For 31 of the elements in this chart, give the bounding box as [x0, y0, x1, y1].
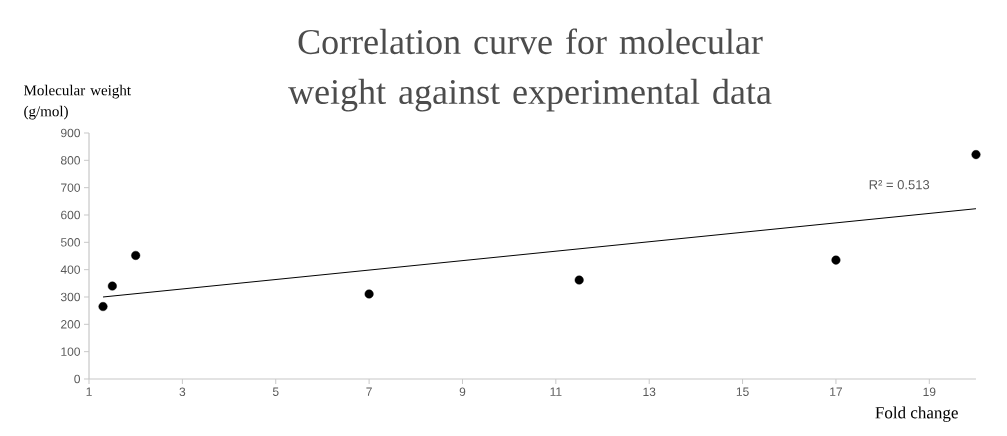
y-tick-label: 0	[74, 374, 81, 384]
y-tick-label: 400	[60, 265, 81, 274]
chart-title: Correlation curve for molecular weight against experimental data	[288, 28, 772, 112]
x-tick-label: 9	[459, 387, 466, 397]
x-axis-title: Fold change	[875, 406, 958, 422]
y-axis-title: Molecular weight (g/mol)	[23, 84, 131, 120]
x-tick-label: 15	[736, 387, 749, 396]
point	[131, 250, 141, 260]
x-tick-label: 1	[86, 387, 92, 396]
x-tick-label: 3	[179, 387, 186, 397]
point	[364, 289, 374, 299]
y-tick-label: 300	[60, 292, 81, 302]
x-tick-label: 7	[366, 387, 372, 396]
point	[971, 150, 981, 160]
x-tick-label: 5	[272, 387, 279, 396]
y-tick-label: 800	[60, 156, 81, 165]
y-tick-label: 700	[61, 183, 81, 192]
y-tick-label: 500	[60, 238, 81, 247]
y-tick-label: 200	[61, 320, 81, 329]
x-tick-label: 13	[643, 387, 656, 397]
x-tick-label: 17	[830, 387, 843, 396]
annotation: R² = 0.513	[869, 180, 930, 190]
x-tick-label: 11	[550, 387, 562, 396]
x-tick-label: 19	[923, 387, 936, 397]
point	[831, 255, 841, 265]
point	[98, 302, 108, 312]
y-tick-label: 900	[61, 128, 81, 138]
y-tick-label: 600	[61, 210, 81, 220]
y-tick-label: 100	[61, 347, 81, 356]
point	[107, 281, 117, 291]
point	[574, 275, 584, 285]
